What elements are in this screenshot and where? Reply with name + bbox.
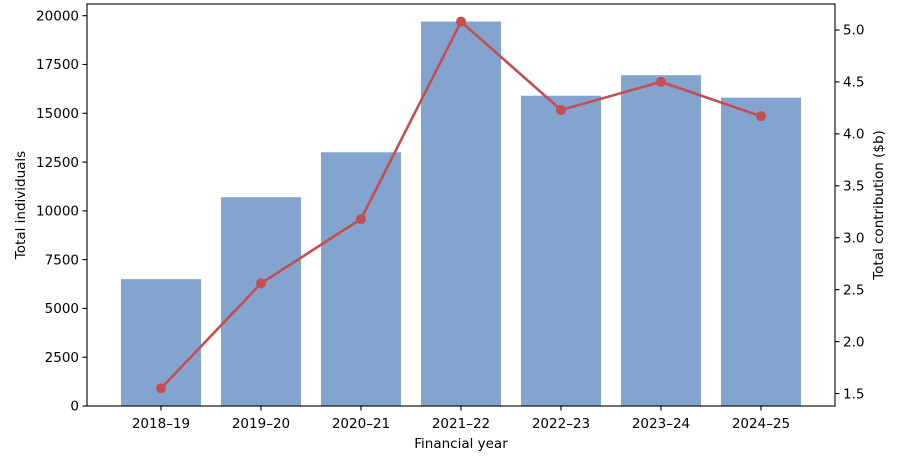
bar-2023–24 xyxy=(621,75,701,407)
y-left-tick-label: 17500 xyxy=(36,57,79,73)
line-point-2020–21 xyxy=(356,214,366,225)
y-right-tick-label: 4.0 xyxy=(843,127,864,143)
y-left-tick-label: 0 xyxy=(70,399,79,415)
bar-2019–20 xyxy=(221,197,301,406)
y-right-tick-label: 2.5 xyxy=(843,282,864,298)
y-right-tick-label: 3.0 xyxy=(843,230,864,246)
y-axis-label-left: Total individuals xyxy=(13,150,29,260)
y-axis-label-right: Total contribution ($b) xyxy=(871,130,887,280)
bar-2020–21 xyxy=(321,152,401,406)
line-point-2018–19 xyxy=(156,383,166,394)
y-left-tick-label: 15000 xyxy=(36,106,79,122)
line-point-2022–23 xyxy=(556,104,566,115)
line-point-2019–20 xyxy=(256,278,266,289)
y-left-tick-label: 2500 xyxy=(45,350,79,366)
y-left-tick-label: 7500 xyxy=(45,252,79,268)
y-left-tick-label: 10000 xyxy=(36,204,79,220)
line-point-2021–22 xyxy=(456,16,466,27)
line-point-2023–24 xyxy=(656,76,666,87)
x-axis-label: Financial year xyxy=(414,436,508,452)
y-right-tick-label: 5.0 xyxy=(843,23,864,39)
bar-2021–22 xyxy=(421,21,501,406)
y-right-tick-label: 3.5 xyxy=(843,179,864,195)
x-tick-label: 2022–23 xyxy=(532,416,590,432)
x-tick-label: 2023–24 xyxy=(632,416,690,432)
y-left-tick-label: 12500 xyxy=(36,155,79,171)
y-right-tick-label: 4.5 xyxy=(843,75,864,91)
x-tick-label: 2024–25 xyxy=(732,416,790,432)
line-point-2024–25 xyxy=(756,111,766,122)
x-tick-label: 2020–21 xyxy=(332,416,390,432)
bar-2022–23 xyxy=(521,95,601,406)
bar-2024–25 xyxy=(721,97,801,406)
y-left-tick-label: 20000 xyxy=(36,8,79,24)
y-right-tick-label: 2.0 xyxy=(843,334,864,350)
x-tick-label: 2019–20 xyxy=(232,416,290,432)
y-right-tick-label: 1.5 xyxy=(843,386,864,402)
x-tick-label: 2018–19 xyxy=(132,416,190,432)
y-left-tick-label: 5000 xyxy=(45,301,79,317)
x-tick-label: 2021–22 xyxy=(432,416,490,432)
